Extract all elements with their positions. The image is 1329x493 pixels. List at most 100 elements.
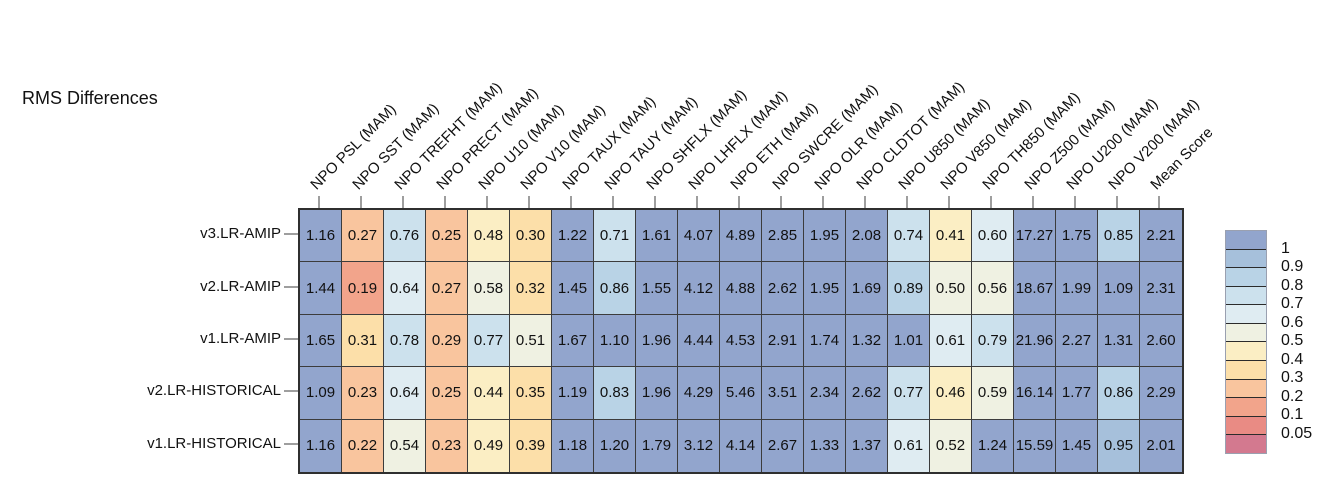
colorbar-tick-label: 0.9 bbox=[1281, 258, 1304, 275]
heatmap-cell: 0.48 bbox=[468, 210, 510, 263]
heatmap-cell: 1.79 bbox=[636, 419, 678, 472]
row-tick bbox=[284, 285, 298, 288]
heatmap-cell: 2.67 bbox=[762, 419, 804, 472]
colorbar-segment bbox=[1226, 285, 1266, 305]
heatmap-cell: 1.09 bbox=[1098, 262, 1140, 315]
colorbar-tick-label: 0.05 bbox=[1281, 424, 1313, 442]
heatmap-cell: 1.77 bbox=[1056, 367, 1098, 420]
heatmap-cell: 1.61 bbox=[636, 210, 678, 263]
row-label: v3.LR-AMIP bbox=[200, 225, 281, 243]
column-tick bbox=[402, 196, 404, 208]
heatmap-cell: 0.23 bbox=[426, 419, 468, 472]
heatmap-cell: 0.76 bbox=[384, 210, 426, 263]
heatmap-cell: 1.22 bbox=[552, 210, 594, 263]
heatmap-cell: 0.78 bbox=[384, 314, 426, 368]
heatmap-cell: 1.31 bbox=[1098, 314, 1140, 368]
colorbar-segment bbox=[1226, 322, 1266, 342]
heatmap-cell: 0.32 bbox=[510, 262, 552, 315]
column-tick bbox=[360, 196, 362, 208]
heatmap-cell: 1.69 bbox=[846, 262, 888, 315]
heatmap-cell: 2.31 bbox=[1140, 262, 1182, 315]
heatmap-cell: 0.31 bbox=[342, 314, 384, 368]
column-tick bbox=[1032, 196, 1034, 208]
heatmap-cell: 0.60 bbox=[972, 210, 1014, 263]
colorbar-segment bbox=[1226, 434, 1266, 453]
colorbar-segment bbox=[1226, 341, 1266, 361]
heatmap-cell: 0.35 bbox=[510, 367, 552, 420]
heatmap-cell: 0.39 bbox=[510, 419, 552, 472]
colorbar-segment bbox=[1226, 304, 1266, 323]
heatmap-cell: 17.27 bbox=[1014, 210, 1056, 263]
heatmap-cell: 0.52 bbox=[930, 419, 972, 472]
heatmap-cell: 1.67 bbox=[552, 314, 594, 368]
heatmap-cell: 0.27 bbox=[426, 262, 468, 315]
heatmap-cell: 2.62 bbox=[846, 367, 888, 420]
column-tick bbox=[906, 196, 908, 208]
heatmap-cell: 0.49 bbox=[468, 419, 510, 472]
heatmap-cell: 0.56 bbox=[972, 262, 1014, 315]
heatmap-cell: 1.45 bbox=[552, 262, 594, 315]
column-tick bbox=[738, 196, 740, 208]
heatmap-cell: 1.24 bbox=[972, 419, 1014, 472]
heatmap-cell: 1.32 bbox=[846, 314, 888, 368]
column-tick bbox=[822, 196, 824, 208]
heatmap-cell: 1.95 bbox=[804, 262, 846, 315]
heatmap-cell: 0.22 bbox=[342, 419, 384, 472]
heatmap-cell: 0.85 bbox=[1098, 210, 1140, 263]
heatmap-cell: 0.25 bbox=[426, 210, 468, 263]
heatmap-cell: 1.74 bbox=[804, 314, 846, 368]
heatmap-cell: 1.20 bbox=[594, 419, 636, 472]
colorbar-segment bbox=[1226, 248, 1266, 268]
column-tick bbox=[1158, 196, 1160, 208]
colorbar-tick-label: 0.3 bbox=[1281, 369, 1304, 386]
colorbar-segment bbox=[1226, 378, 1266, 398]
colorbar-tick-label: 0.1 bbox=[1281, 406, 1304, 423]
heatmap-cell: 4.89 bbox=[720, 210, 762, 263]
row-label: v2.LR-AMIP bbox=[200, 277, 281, 295]
column-tick bbox=[444, 196, 446, 208]
heatmap-cell: 1.45 bbox=[1056, 419, 1098, 472]
heatmap-cell: 15.59 bbox=[1014, 419, 1056, 472]
column-tick bbox=[612, 196, 614, 208]
heatmap-cell: 1.95 bbox=[804, 210, 846, 263]
heatmap-cell: 2.85 bbox=[762, 210, 804, 263]
heatmap-cell: 3.12 bbox=[678, 419, 720, 472]
colorbar-tick-label: 0.4 bbox=[1281, 350, 1304, 368]
heatmap-cell: 1.10 bbox=[594, 314, 636, 368]
heatmap-cell: 1.16 bbox=[300, 419, 342, 472]
heatmap-cell: 2.62 bbox=[762, 262, 804, 315]
colorbar-tick-label: 1 bbox=[1281, 239, 1290, 257]
column-tick bbox=[780, 196, 782, 208]
row-label: v1.LR-HISTORICAL bbox=[147, 434, 281, 452]
heatmap-cell: 0.89 bbox=[888, 262, 930, 315]
colorbar-segment bbox=[1226, 267, 1266, 286]
heatmap-cell: 0.77 bbox=[468, 314, 510, 368]
heatmap-cell: 0.44 bbox=[468, 367, 510, 420]
row-label: v2.LR-HISTORICAL bbox=[147, 382, 281, 400]
heatmap-cell: 0.83 bbox=[594, 367, 636, 420]
heatmap-cell: 1.65 bbox=[300, 314, 342, 368]
heatmap-cell: 1.18 bbox=[552, 419, 594, 472]
heatmap-cell: 0.77 bbox=[888, 367, 930, 420]
heatmap-cell: 4.12 bbox=[678, 262, 720, 315]
heatmap-cell: 4.88 bbox=[720, 262, 762, 315]
heatmap-cell: 0.64 bbox=[384, 262, 426, 315]
heatmap-cell: 0.95 bbox=[1098, 419, 1140, 472]
heatmap-cell: 0.74 bbox=[888, 210, 930, 263]
column-tick bbox=[1116, 196, 1118, 208]
heatmap-cell: 2.60 bbox=[1140, 314, 1182, 368]
colorbar bbox=[1225, 230, 1267, 454]
heatmap-cell: 4.29 bbox=[678, 367, 720, 420]
heatmap-cell: 0.71 bbox=[594, 210, 636, 263]
column-tick bbox=[654, 196, 656, 208]
heatmap-cell: 0.54 bbox=[384, 419, 426, 472]
heatmap-cell: 4.07 bbox=[678, 210, 720, 263]
heatmap-cell: 5.46 bbox=[720, 367, 762, 420]
heatmap-cell: 0.61 bbox=[888, 419, 930, 472]
heatmap-cell: 1.19 bbox=[552, 367, 594, 420]
heatmap-cell: 0.51 bbox=[510, 314, 552, 368]
heatmap-cell: 0.23 bbox=[342, 367, 384, 420]
heatmap-cell: 18.67 bbox=[1014, 262, 1056, 315]
column-tick bbox=[864, 196, 866, 208]
column-tick bbox=[948, 196, 950, 208]
